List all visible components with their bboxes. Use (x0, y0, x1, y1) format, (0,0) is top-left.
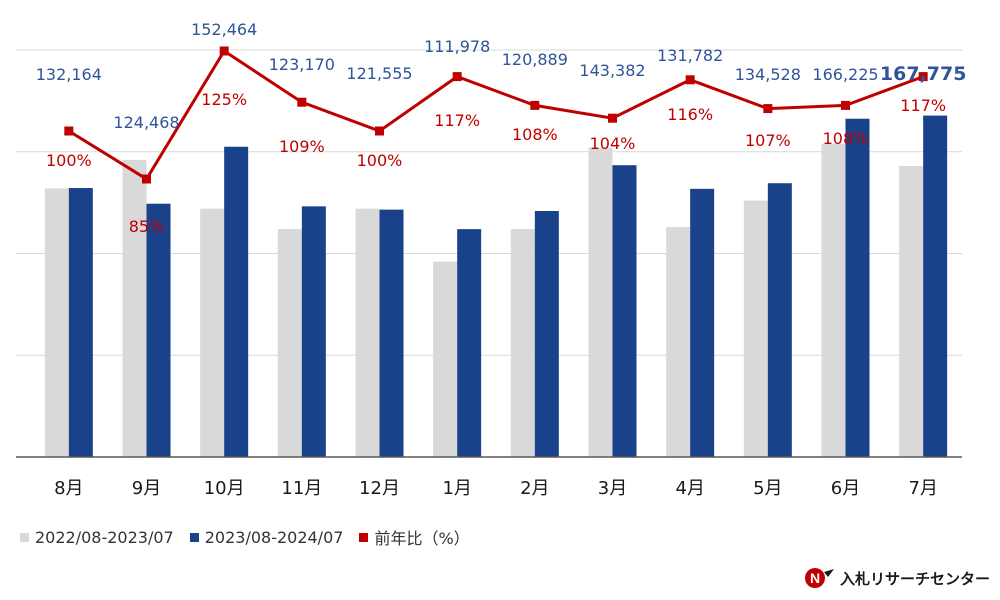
bar-current-year (457, 229, 482, 457)
value-label: 166,225 (812, 65, 878, 84)
value-label: 124,468 (113, 113, 179, 132)
bar-prev-year (200, 208, 225, 457)
value-label: 131,782 (657, 46, 723, 65)
yoy-line-point (763, 104, 773, 114)
value-label: 123,170 (269, 55, 335, 74)
bar-current-year (224, 146, 249, 457)
bar-prev-year (588, 147, 613, 457)
data-labels: 132,164 100% 124,468 85% 152,464 125% 123,170 1… (36, 20, 967, 236)
yoy-line-point (375, 126, 384, 136)
bar-prev-year (355, 208, 380, 457)
yoy-line-point (452, 72, 462, 82)
legend: 2022/08-2023/07 2023/08-2024/07 前年比（%） (20, 526, 486, 548)
x-tick-label: 7月 (908, 478, 937, 499)
bar-current-year (690, 188, 715, 458)
yoy-line-point (297, 97, 307, 107)
x-tick-label: 5月 (753, 478, 782, 499)
bar-prev-year (433, 261, 458, 457)
bar-current-year (845, 118, 870, 458)
x-tick-label: 6月 (831, 478, 860, 499)
yoy-line-point (918, 72, 928, 82)
brand-name: 入札リサーチセンター (840, 569, 991, 588)
yoy-line-point (142, 174, 151, 184)
yoy-line-point (219, 46, 229, 56)
bar-current-year (68, 188, 93, 457)
yoy-line-path (68, 48, 924, 182)
x-tick-label: 9月 (132, 478, 161, 499)
yoy-line-point (530, 100, 540, 110)
gridlines (16, 49, 962, 356)
yoy-label: 116% (667, 105, 713, 124)
yoy-label: 108% (823, 129, 869, 148)
legend-swatch (20, 532, 29, 542)
bar-current-year (146, 203, 171, 457)
legend-label: 2022/08-2023/07 (35, 527, 174, 547)
value-label: 121,555 (346, 64, 412, 83)
chart-canvas: 8月 9月 10月 11月 12月 1月 2月 3月 4月 5月 6月 7月 132,164100%1… (16, 20, 967, 499)
bar-prev-year (666, 227, 691, 457)
legend-swatch (189, 532, 199, 542)
yoy-line-point (841, 100, 850, 110)
value-label: 143,382 (579, 61, 645, 80)
legend-label: 2023/08-2024/07 (204, 527, 344, 547)
value-label: 111,978 (424, 37, 490, 56)
yoy-label: 125% (201, 90, 247, 109)
bar-current-year (534, 210, 559, 457)
bar-current-year (301, 206, 326, 457)
bar-current-year (379, 209, 404, 457)
x-tick-label: 10月 (204, 478, 245, 499)
value-label: 167,775 (880, 63, 967, 85)
yoy-label: 100% (357, 151, 403, 170)
legend-swatch (359, 532, 369, 542)
yoy-label: 100% (46, 151, 92, 170)
x-tick-label: 3月 (598, 478, 627, 499)
x-tick-label: 8月 (54, 478, 83, 499)
legend-item-series-3: 前年比（%） (359, 525, 470, 549)
bar-prev-year (510, 229, 535, 457)
yoy-label: 109% (279, 137, 325, 156)
bar-prev-year (44, 188, 69, 457)
bar-prev-year (122, 159, 147, 457)
bar-current-year (767, 183, 792, 457)
x-tick-label: 11月 (281, 478, 322, 499)
value-label: 134,528 (735, 65, 801, 84)
bar-prev-year (277, 229, 302, 457)
bars (44, 115, 948, 458)
yoy-label: 117% (434, 111, 480, 130)
bar-current-year (612, 165, 637, 457)
legend-item-series-1: 2022/08-2023/07 (20, 528, 174, 547)
yoy-label: 104% (590, 134, 636, 153)
yoy-label: 107% (745, 131, 791, 150)
x-tick-label: 1月 (442, 478, 471, 499)
x-axis: 8月 9月 10月 11月 12月 1月 2月 3月 4月 5月 6月 7月 (16, 456, 962, 499)
yoy-line-point (64, 126, 74, 136)
x-tick-label: 4月 (675, 478, 704, 499)
yoy-label: 117% (900, 96, 946, 115)
brand-logo: N 入札リサーチセンター (802, 566, 990, 590)
value-label: 152,464 (191, 20, 257, 39)
x-tick-label: 2月 (520, 478, 549, 499)
bar-prev-year (899, 165, 924, 457)
bar-prev-year (743, 200, 768, 457)
brand-mark-letter: N (810, 570, 820, 586)
bar-current-year (923, 115, 948, 457)
bar-prev-year (821, 143, 846, 458)
yoy-label: 85% (129, 217, 165, 236)
legend-label: 前年比（%） (374, 529, 470, 548)
yoy-line (64, 46, 928, 184)
value-label: 120,889 (502, 50, 568, 69)
x-tick-label: 12月 (359, 478, 400, 499)
yoy-line-point (685, 75, 695, 85)
value-label: 132,164 (36, 65, 102, 84)
yoy-line-point (608, 113, 617, 123)
yoy-label: 108% (512, 125, 558, 144)
brand-mark-icon: N (805, 568, 834, 588)
legend-item-series-2: 2023/08-2024/07 (189, 527, 344, 547)
